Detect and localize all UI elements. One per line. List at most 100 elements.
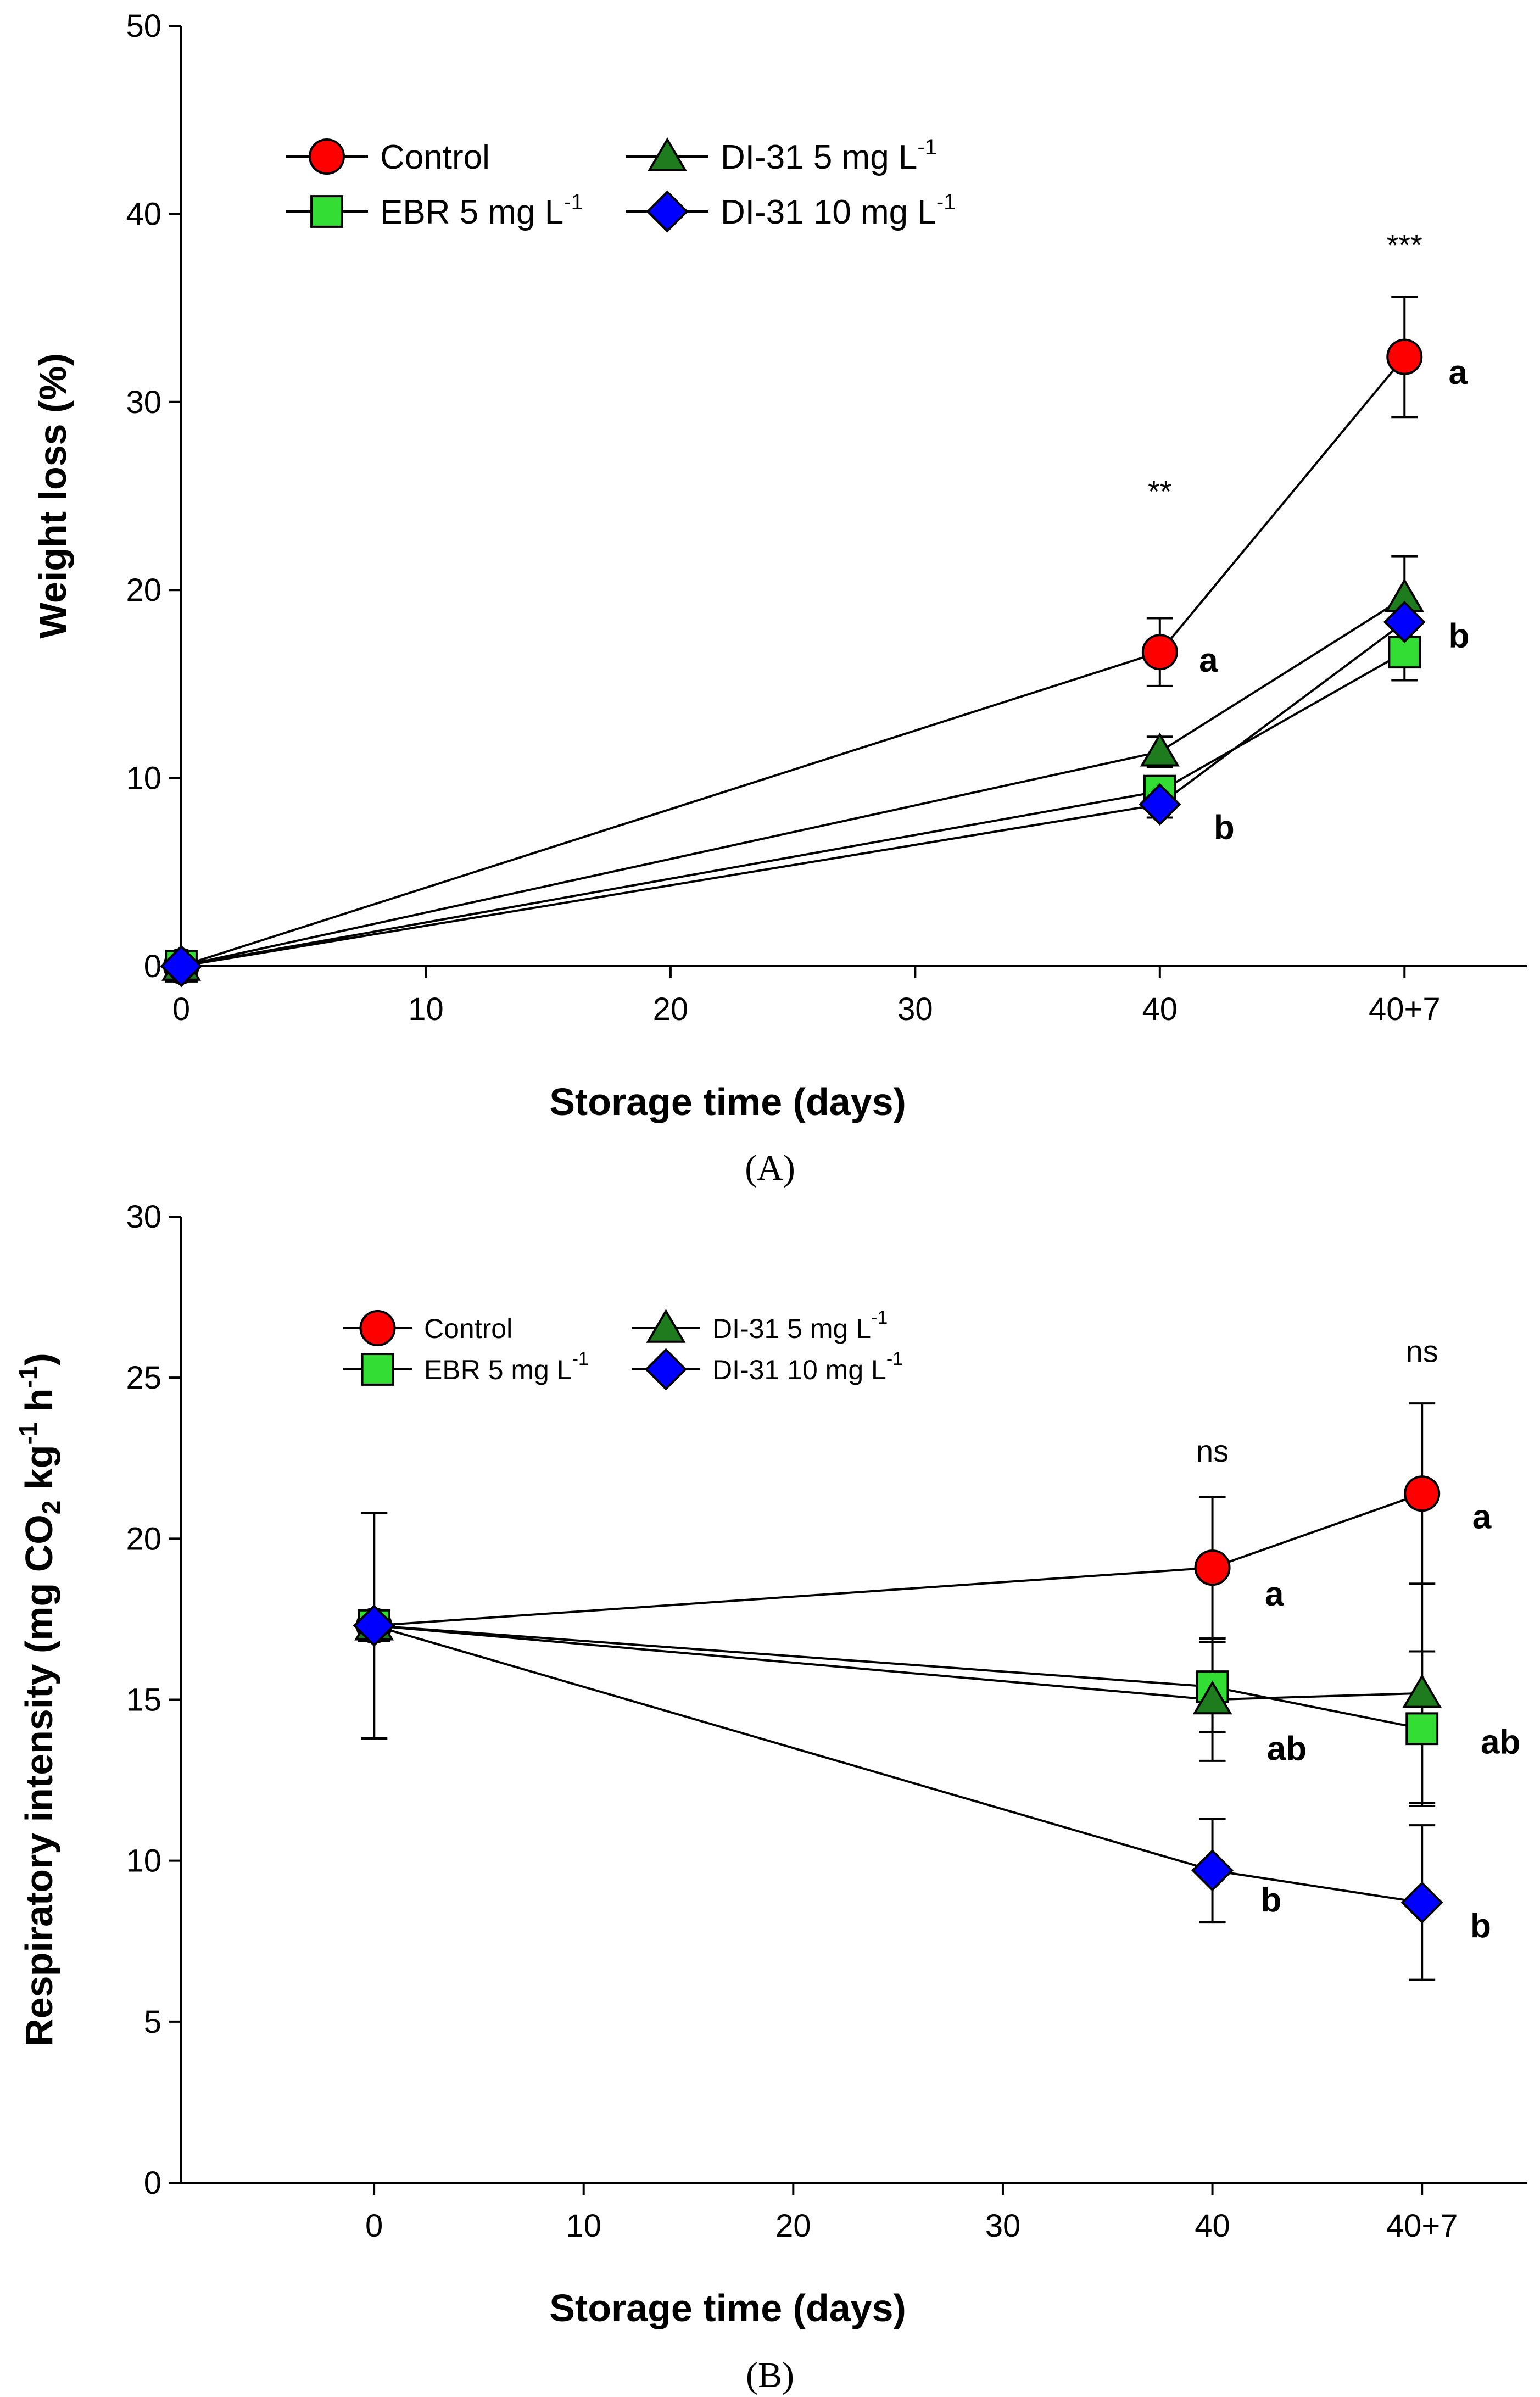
data-point (1400, 1881, 1443, 1924)
legend-label-superscript: -1 (871, 1307, 888, 1328)
series-line (373, 1624, 1422, 1904)
panel-label-text: (A) (745, 1148, 795, 1188)
panel-label: (A) (745, 1148, 795, 1188)
legend-marker (646, 1309, 686, 1343)
data-point (353, 1604, 395, 1647)
data-point (1404, 1475, 1441, 1512)
x-tick-label: 20 (653, 991, 689, 1027)
x-tick-label: 10 (408, 991, 444, 1027)
significance-letter: b (1260, 1881, 1281, 1919)
y-tick-label: 25 (126, 1360, 161, 1396)
y-tick-label: 30 (126, 384, 161, 420)
data-point (1139, 783, 1181, 826)
y-tick-label: 30 (126, 1199, 161, 1235)
legend-item: DI-31 10 mg L-1 (626, 190, 956, 233)
legend-label-superscript: -1 (917, 135, 937, 159)
significance-mark: *** (1387, 228, 1422, 263)
legend-label-text: EBR 5 mg L (424, 1354, 572, 1385)
legend-label-superscript: -1 (572, 1348, 589, 1369)
legend-marker (361, 1353, 394, 1386)
y-tick-label: 50 (126, 8, 161, 44)
x-tick-label: 30 (985, 2208, 1021, 2244)
legend-marker (310, 195, 343, 228)
y-axis-title-superscript: -1 (14, 1423, 42, 1445)
legend-label: EBR 5 mg L-1 (424, 1348, 589, 1385)
y-axis-title: Weight loss (%) (31, 353, 74, 639)
y-axis-title-part: Respiratory intensity (mg CO (18, 1514, 60, 2047)
legend-label: Control (380, 138, 490, 176)
panel-label-text: (B) (746, 2355, 794, 2395)
y-tick-label: 10 (126, 1843, 161, 1879)
y-axis-title-part: kg (18, 1445, 60, 1501)
y-axis-title-subscript: 2 (37, 1501, 65, 1515)
x-tick-label: 40 (1142, 991, 1178, 1027)
data-point (1140, 732, 1180, 767)
y-axis-title: Respiratory intensity (mg CO2 kg-1 h-1) (14, 1353, 65, 2047)
legend-item: DI-31 10 mg L-1 (632, 1348, 903, 1391)
y-axis-title-part: ) (18, 1353, 60, 1365)
y-axis-title-superscript: -1 (14, 1366, 42, 1389)
legend-marker (647, 137, 688, 171)
legend-item: Control (286, 138, 490, 176)
y-tick-label: 20 (126, 572, 161, 608)
significance-letter: b (1448, 617, 1469, 655)
data-point (1194, 1549, 1231, 1586)
legend-label: DI-31 5 mg L-1 (712, 1307, 888, 1344)
x-tick-label: 0 (172, 991, 190, 1027)
y-tick-label: 5 (144, 2004, 161, 2040)
series-line (373, 1624, 1422, 1730)
legend-item: EBR 5 mg L-1 (343, 1348, 589, 1386)
data-point (1402, 1674, 1442, 1708)
x-tick-label: 40 (1195, 2208, 1230, 2244)
y-axis-title-part: h (18, 1388, 60, 1422)
legend-label-superscript: -1 (936, 190, 956, 214)
legend-label-superscript: -1 (563, 190, 583, 214)
legend-item: Control (343, 1310, 512, 1346)
significance-letter: b (1214, 809, 1235, 847)
x-axis-title: Storage time (days) (549, 2287, 906, 2329)
legend-item: DI-31 5 mg L-1 (626, 135, 937, 176)
significance-letter: a (1472, 1498, 1492, 1536)
x-axis-title: Storage time (days) (549, 1080, 906, 1123)
legend-item: DI-31 5 mg L-1 (632, 1307, 888, 1344)
legend-label: DI-31 10 mg L-1 (712, 1348, 903, 1385)
x-tick-label: 20 (775, 2208, 811, 2244)
legend-marker (359, 1310, 396, 1346)
legend-marker (309, 138, 345, 175)
significance-letter: b (1470, 1907, 1491, 1945)
significance-letter: a (1448, 354, 1468, 392)
y-tick-label: 0 (144, 2165, 161, 2201)
data-point (160, 945, 203, 988)
data-point (1191, 1849, 1234, 1892)
y-tick-label: 40 (126, 196, 161, 232)
y-tick-label: 10 (126, 761, 161, 796)
legend-label-text: Control (380, 138, 490, 176)
panel-label: (B) (746, 2355, 794, 2395)
data-point (1141, 634, 1178, 671)
x-tick-label: 40+7 (1386, 2208, 1458, 2244)
significance-letter: a (1265, 1575, 1284, 1613)
significance-letter: a (1199, 642, 1218, 679)
legend-label-text: Control (424, 1313, 512, 1344)
legend-label-superscript: -1 (886, 1348, 903, 1369)
series-line (181, 356, 1405, 967)
data-point (1383, 600, 1426, 643)
y-tick-label: 15 (126, 1682, 161, 1718)
legend-item: EBR 5 mg L-1 (286, 190, 583, 231)
legend-label-text: EBR 5 mg L (380, 193, 563, 231)
legend-label-text: DI-31 5 mg L (712, 1313, 871, 1344)
significance-letter: ab (1267, 1730, 1307, 1768)
significance-letter: ab (1481, 1724, 1520, 1761)
significance-mark: ns (1196, 1434, 1229, 1468)
data-point (1405, 1712, 1439, 1746)
panel-a-weight-loss-chart: 0 10 20 30 40 50 0 10 20 30 40 40+7 Storage time (da… (31, 8, 1527, 1188)
series-line (181, 621, 1405, 967)
y-tick-label: 0 (144, 949, 161, 984)
legend-label-text: DI-31 5 mg L (721, 138, 917, 176)
x-tick-label: 10 (566, 2208, 601, 2244)
legend-label-text: DI-31 10 mg L (712, 1354, 886, 1385)
series-line (181, 597, 1405, 967)
data-point (1386, 338, 1423, 375)
